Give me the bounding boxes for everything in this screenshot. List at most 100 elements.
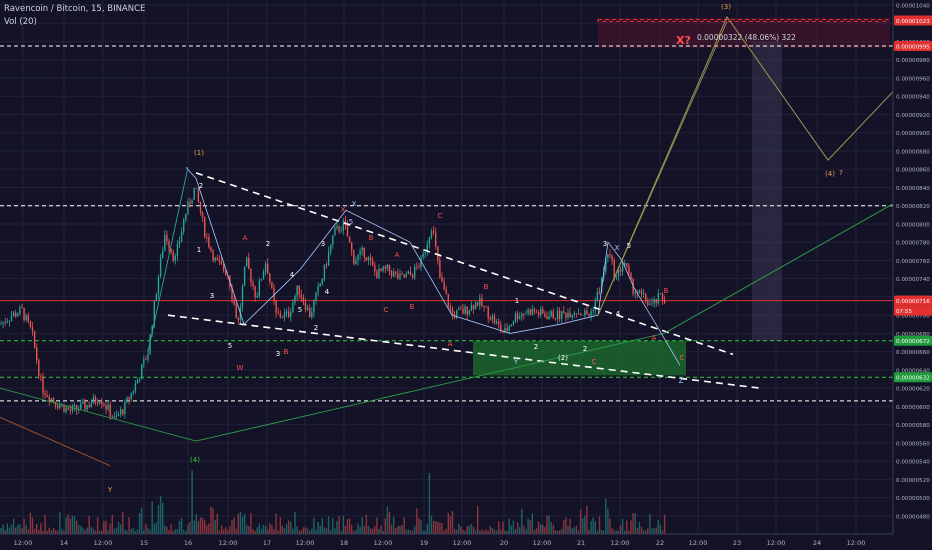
price-tick-label: 0.00000960: [896, 76, 930, 82]
volume-bar: [378, 528, 380, 534]
candle-body: [96, 402, 99, 404]
candle: [573, 310, 575, 319]
candle-body: [451, 309, 454, 315]
candle-body: [363, 247, 365, 258]
candle-body: [525, 313, 527, 315]
candle-body: [73, 405, 76, 407]
volume-bar: [336, 520, 338, 534]
volume-bar: [44, 514, 46, 534]
candle-body: [302, 297, 305, 303]
candle: [498, 318, 500, 329]
candle-body: [506, 327, 508, 331]
candle: [663, 295, 666, 305]
candle-body: [69, 409, 71, 411]
price-tick-label: 0.00000680: [896, 332, 930, 338]
volume-bar: [344, 526, 347, 534]
candle: [183, 217, 185, 236]
volume-bar: [216, 513, 218, 534]
candle-body: [527, 309, 529, 314]
candle-body: [241, 285, 244, 307]
volume-bar: [229, 526, 231, 534]
candle: [115, 410, 118, 420]
volume-bar: [10, 524, 13, 534]
volume-bar: [565, 516, 567, 534]
volume-bar: [12, 518, 15, 534]
candle: [29, 320, 32, 329]
candle: [250, 268, 252, 287]
volume-bar: [603, 530, 605, 534]
candle: [271, 281, 273, 290]
candle: [508, 324, 510, 335]
volume-bar: [552, 524, 554, 534]
candle: [67, 405, 69, 411]
price-badge-box: [894, 15, 932, 26]
volume-bar: [628, 530, 630, 534]
candle-body: [206, 237, 208, 238]
candle-body: [46, 395, 48, 397]
candle: [23, 307, 25, 323]
volume-bar: [416, 508, 418, 534]
candle-body: [663, 299, 666, 304]
price-tick-label: 0.00000640: [896, 368, 930, 374]
candle-body: [657, 293, 659, 304]
volume-bar: [50, 530, 53, 534]
candle-body: [94, 396, 97, 403]
candle: [462, 304, 464, 315]
volume-bar: [170, 524, 172, 534]
volume-bar: [254, 530, 256, 534]
candle-body: [107, 404, 109, 410]
time-tick-label: 12:00: [374, 539, 393, 547]
volume-bar: [405, 529, 407, 534]
price-badge-text: 07:55: [896, 309, 913, 315]
candle: [596, 287, 599, 302]
volume-bar: [218, 530, 221, 534]
wave-label: ?: [839, 169, 843, 177]
candle-body: [470, 304, 473, 311]
candle-body: [355, 260, 357, 265]
candle-body: [611, 255, 613, 261]
candle-body: [260, 279, 263, 281]
wave-label: 4: [616, 310, 621, 318]
price-tick-label: 0.00000840: [896, 186, 930, 192]
volume-bar: [96, 517, 99, 534]
wave-label: Z: [679, 377, 684, 385]
candle-body: [540, 309, 542, 315]
volume-bar: [340, 530, 342, 534]
volume-bar: [498, 521, 500, 534]
wave-label: 3: [603, 240, 607, 248]
price-badge-text: 0.00000716: [896, 299, 930, 305]
wave-count-path: [185, 167, 681, 366]
candle-body: [640, 290, 643, 294]
volume-bar: [271, 525, 273, 534]
candle-body: [342, 220, 344, 231]
volume-bar: [611, 528, 613, 534]
volume-bar: [569, 518, 571, 534]
candle: [369, 253, 372, 266]
candle: [170, 248, 172, 255]
volume-bar: [138, 512, 141, 534]
time-tick-label: 12:00: [611, 539, 630, 547]
volume-bar: [124, 529, 126, 534]
candle: [474, 301, 477, 310]
volume-bar: [420, 520, 422, 534]
volume-bar: [527, 518, 529, 534]
candle-body: [237, 318, 239, 321]
candles: [0, 187, 666, 421]
volume-bar: [71, 515, 74, 534]
candle: [143, 355, 145, 368]
candle-body: [487, 307, 489, 319]
candle-body: [130, 392, 132, 400]
candle: [380, 267, 382, 272]
candle-body: [145, 359, 147, 361]
candle-body: [567, 312, 569, 318]
volume-bar: [630, 520, 632, 534]
candle-body: [590, 311, 592, 317]
volume-bar: [8, 527, 11, 534]
volume-bar: [439, 522, 441, 534]
volume-bar: [90, 526, 92, 534]
price-axis-bg: [893, 0, 932, 550]
volume-bar: [250, 512, 252, 534]
candle: [558, 307, 561, 323]
